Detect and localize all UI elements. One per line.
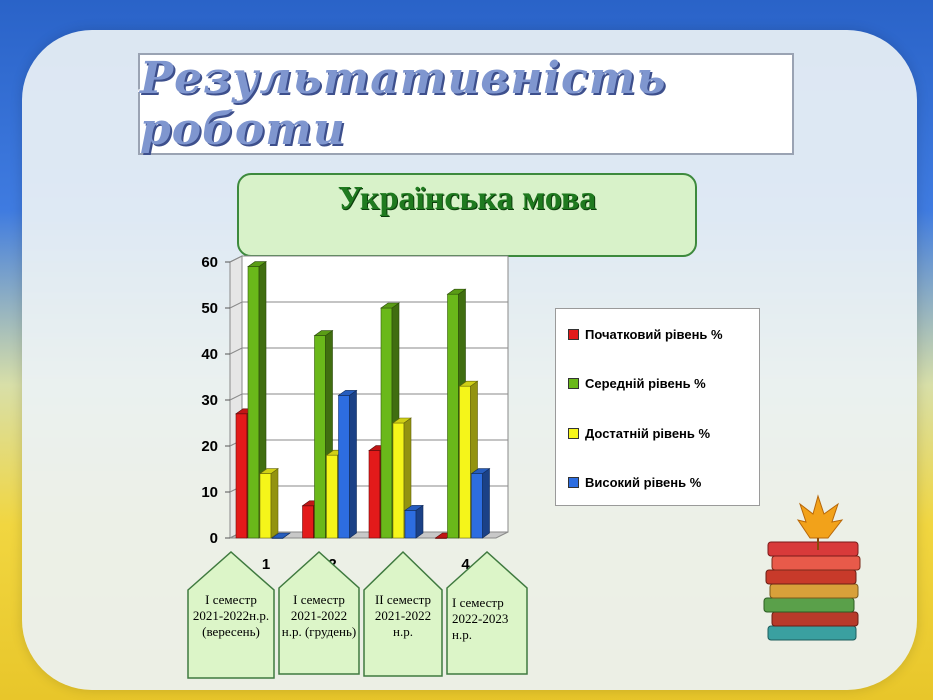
bar-2-1	[247, 266, 260, 539]
bar-side-4-4	[482, 468, 490, 539]
bar-2-4	[447, 293, 459, 539]
legend-item-middle: Середній рівень %	[568, 376, 706, 391]
y-tick-label-10: 10	[201, 484, 218, 501]
bar-2-3	[380, 307, 393, 539]
legend-swatch-initial	[568, 329, 579, 340]
chart-legend: Початковий рівень % Середній рівень % До…	[555, 308, 760, 506]
bar-top-3-3	[392, 417, 412, 424]
legend-label-initial: Початковий рівень %	[585, 327, 723, 342]
bar-2-2	[314, 335, 326, 539]
subject-title: Українська мова	[337, 180, 597, 217]
bar-4-3	[404, 510, 417, 539]
legend-label-sufficient: Достатній рівень %	[585, 426, 711, 441]
legend-swatch-sufficient	[568, 428, 579, 439]
semester-label-4: I семестр 2022-2023 н.р.	[452, 595, 509, 642]
y-tick-label-60: 60	[201, 254, 218, 271]
gridline-30	[229, 393, 508, 401]
maple-leaf-icon	[796, 494, 844, 550]
semester-shape-2	[278, 550, 360, 675]
bar-4-2	[338, 395, 350, 539]
semester-shape-1	[187, 550, 275, 679]
gridline-60	[229, 255, 508, 263]
bar-top-2-3	[380, 302, 400, 309]
bar-1-1	[235, 413, 248, 539]
page-title: Результативність роботи	[140, 53, 667, 155]
y-tick-label-30: 30	[201, 392, 218, 409]
bar-top-2-4	[446, 288, 467, 295]
title-box: Результативність роботи	[138, 53, 794, 155]
legend-item-initial: Початковий рівень %	[568, 327, 723, 342]
x-tick-label-4: 4	[461, 556, 470, 573]
bar-top-2-2	[313, 330, 334, 336]
subject-box: Українська мова	[237, 173, 697, 257]
y-tick-label-0: 0	[210, 530, 218, 547]
bar-1-3	[368, 450, 381, 539]
y-tick-label-20: 20	[201, 438, 218, 455]
bar-1-2	[302, 505, 314, 539]
bar-3-3	[392, 422, 405, 539]
bar-3-1	[259, 473, 272, 539]
bar-top-3-1	[259, 468, 279, 474]
bar-side-4-2	[349, 389, 357, 539]
bar-top-4-2	[337, 390, 358, 396]
book-stack-icon	[763, 541, 861, 641]
semester-label-3: II семестр 2021-2022 н.р.	[374, 592, 432, 639]
books-illustration	[763, 494, 861, 641]
bar-3-4	[459, 385, 471, 539]
legend-swatch-high	[568, 477, 579, 488]
bar-side-4-3	[415, 504, 424, 539]
bar-4-4	[471, 473, 483, 539]
bar-3-2	[326, 454, 338, 539]
semester-label-1: I семестр 2021-2022н.р. (вересень)	[192, 592, 270, 639]
semester-shape-3	[363, 550, 443, 677]
gridline-40	[229, 347, 508, 355]
bar-top-4-3	[404, 505, 424, 511]
x-tick-label-1: 1	[262, 556, 270, 573]
legend-label-high: Високий рівень %	[585, 475, 702, 490]
semester-shape-4	[446, 550, 528, 675]
semester-label-2: I семестр 2021-2022 н.р. (грудень)	[281, 592, 357, 639]
legend-label-middle: Середній рівень %	[585, 376, 706, 391]
bar-side-3-1	[270, 468, 279, 539]
bar-top-3-4	[458, 380, 479, 387]
y-tick-label-40: 40	[201, 346, 218, 363]
bar-top-4-4	[470, 468, 491, 474]
bar-top-4-1	[271, 532, 291, 539]
legend-item-sufficient: Достатній рівень %	[568, 426, 710, 441]
y-tick-label-50: 50	[201, 300, 218, 317]
bar-top-2-1	[247, 261, 267, 267]
legend-swatch-middle	[568, 378, 579, 389]
legend-item-high: Високий рівень %	[568, 475, 701, 490]
gridline-50	[229, 301, 508, 309]
